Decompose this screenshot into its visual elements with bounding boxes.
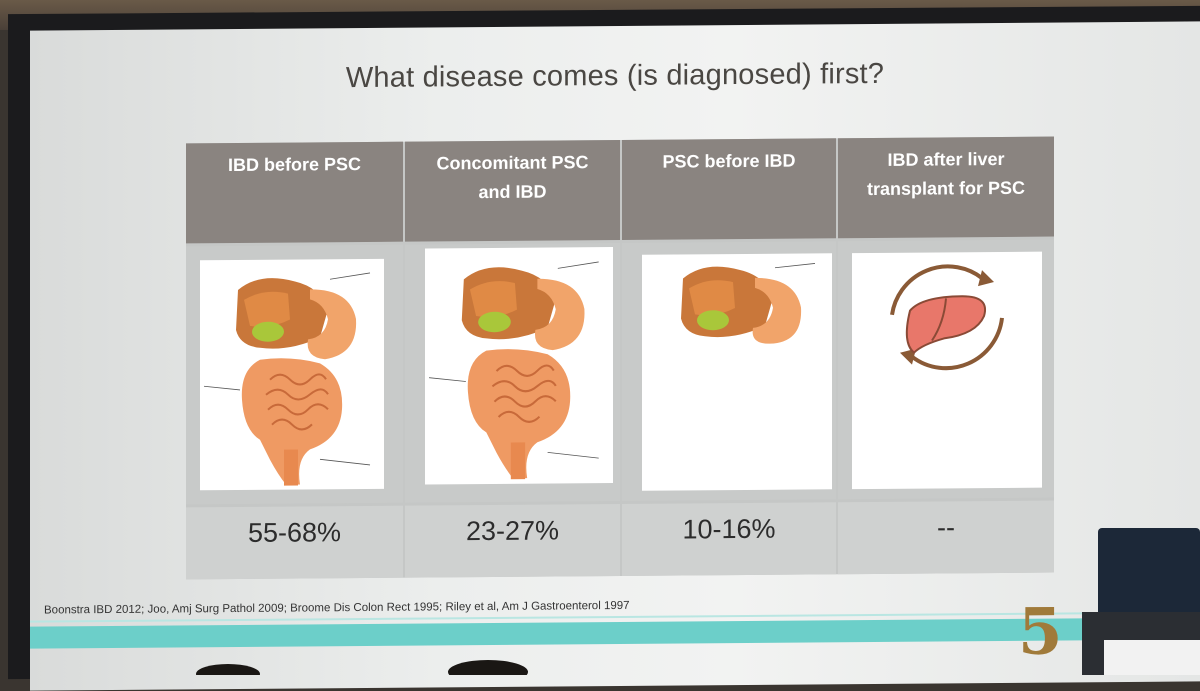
gi-anatomy-illustration <box>425 247 613 485</box>
value-ibd-before-psc: 55-68% <box>186 505 403 580</box>
header-concomitant: Concomitant PSC and IBD <box>405 139 620 242</box>
citation-text: Boonstra IBD 2012; Joo, Amj Surg Pathol … <box>44 599 630 617</box>
liver-stomach-illustration <box>642 253 832 491</box>
header-ibd-after-transplant: IBD after liver transplant for PSC <box>838 136 1054 239</box>
laptop <box>1082 612 1200 675</box>
value-ibd-after-transplant: -- <box>838 500 1054 575</box>
image-cell-1 <box>186 244 403 505</box>
comparison-table: IBD before PSC Concomitant PSC and IBD P… <box>186 136 1054 580</box>
liver-cycle-icon <box>852 251 1042 490</box>
header-ibd-before-psc: IBD before PSC <box>186 141 403 244</box>
presentation-slide: What disease comes (is diagnosed) first?… <box>30 21 1200 691</box>
slide-title: What disease comes (is diagnosed) first? <box>345 57 885 95</box>
value-concomitant: 23-27% <box>405 503 620 578</box>
value-psc-before-ibd: 10-16% <box>622 502 836 576</box>
monitor <box>1098 528 1200 618</box>
image-cell-2 <box>405 242 620 503</box>
header-psc-before-ibd: PSC before IBD <box>622 138 836 240</box>
audience-heads <box>196 660 528 675</box>
image-cell-3 <box>622 241 836 501</box>
image-cell-4 <box>838 239 1054 500</box>
gi-anatomy-illustration <box>200 258 384 491</box>
